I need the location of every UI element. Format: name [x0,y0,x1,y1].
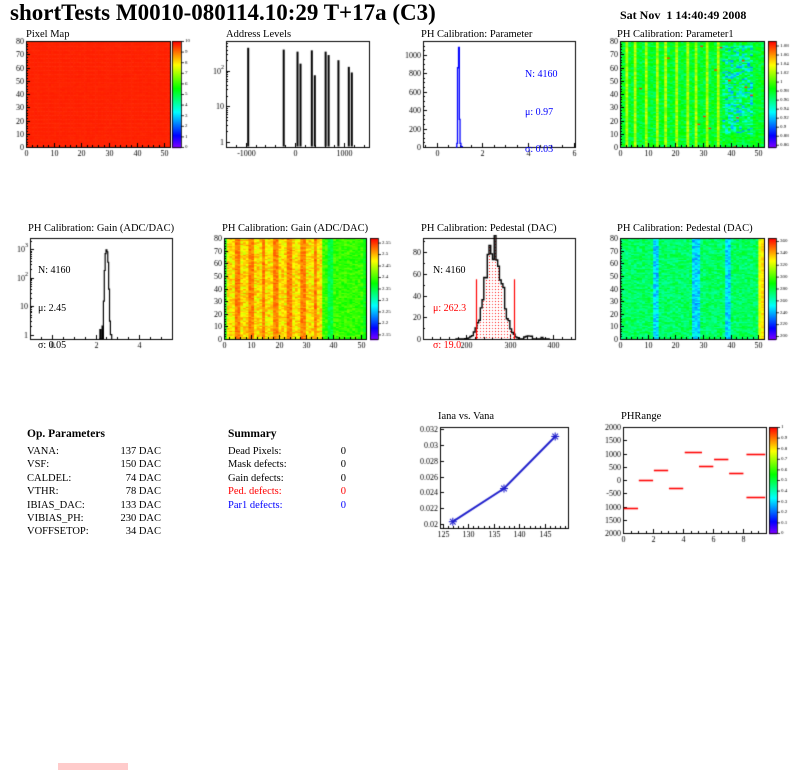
stat-mu: μ: 262.3 [433,302,467,314]
pedestal-stats: N: 4160 μ: 262.3 σ: 19.0 [433,240,466,378]
summary-row: Ped. defects: 0 [228,486,346,498]
stat-sigma: σ: 19.0 [433,340,462,351]
ph-parameter1-plot [590,28,796,160]
ph-parameter-plot [395,28,595,160]
op-parameters: Op. Parameters VANA: 137 DAC VSF: 150 DAC CA… [27,428,161,539]
op-parameter-row: CALDEL: 74 DAC [27,472,161,484]
pixel-map-plot [0,28,200,160]
stat-sigma: σ: 0.03 [525,144,554,155]
gain-hist-plot [0,222,200,359]
op-parameter-row: VOFFSETOP: 34 DAC [27,526,161,538]
summary-row: Par1 defects: 0 [228,499,346,511]
summary-row: Gain defects: 0 [228,472,346,484]
pedestal-hist-plot [395,222,595,359]
render-artifact-streak [58,763,128,770]
stat-sigma: σ: 0.05 [38,340,67,351]
op-parameter-row: VIBIAS_PH: 230 DAC [27,513,161,525]
gain-stats: N: 4160 μ: 2.45 σ: 0.05 [38,240,71,378]
op-parameter-row: VANA: 137 DAC [27,446,161,457]
iana-vs-vana-plot [395,408,595,550]
op-parameter-row: IBIAS_DAC: 133 DAC [27,499,161,511]
stat-n: N: 4160 [38,265,71,276]
address-levels-plot [205,28,395,160]
phrange-plot [590,408,796,555]
op-parameter-row: VSF: 150 DAC [27,459,161,471]
op-parameter-row: VTHR: 78 DAC [27,486,161,498]
summary-row: Mask defects: 0 [228,459,346,471]
stat-n: N: 4160 [525,69,558,80]
timestamp: Sat Nov 1 14:40:49 2008 [620,8,747,22]
gain-map-plot [205,222,395,359]
summary-heading: Summary [228,428,277,440]
summary-rows: Dead Pixels: 0 Mask defects: 0 Gain defects:… [228,445,346,512]
summary: Summary Dead Pixels: 0 Mask defects: 0 Gain … [228,428,346,512]
pedestal-map-plot [590,222,796,359]
op-parameters-heading: Op. Parameters [27,428,105,440]
op-parameters-rows: VANA: 137 DAC VSF: 150 DAC CALDEL: 74 DAC VTHR… [27,445,161,539]
stat-mu: μ: 0.97 [525,106,554,118]
parameter-stats: N: 4160 μ: 0.97 σ: 0.03 [525,44,558,182]
summary-row: Dead Pixels: 0 [228,446,346,457]
page-title: shortTests M0010-080114.10:29 T+17a (C3) [10,0,436,25]
stat-n: N: 4160 [433,265,466,276]
stat-mu: μ: 2.45 [38,302,67,314]
